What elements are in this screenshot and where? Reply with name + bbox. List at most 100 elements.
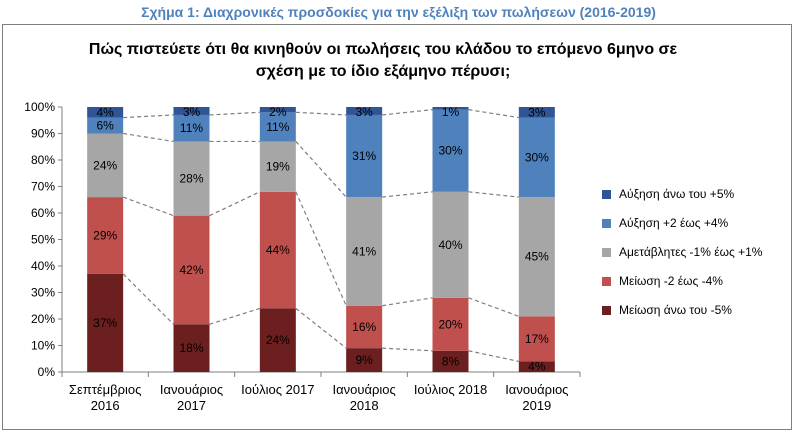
data-labels: 37% 18% 24% 9% 8% 4% 29% 42% 44% 16% 20% 17% 24% 28% 1… (93, 105, 549, 374)
connector-line (123, 132, 174, 143)
connector-line (122, 196, 174, 217)
legend-label: Μείωση -2 έως -4% (619, 274, 723, 288)
bar-segment (259, 112, 296, 142)
bar-segment (518, 361, 555, 372)
y-tick-label: 90% (31, 127, 55, 141)
data-label: 1% (442, 105, 460, 119)
legend: Αύξηση άνω του +5% Αύξηση +2 έως +4% Αμετά… (602, 187, 763, 317)
bar-segment (346, 348, 383, 372)
data-label: 11% (180, 121, 203, 135)
bar-segment (259, 308, 296, 372)
data-label: 31% (352, 149, 376, 163)
bar-segment (432, 107, 469, 110)
legend-label: Μείωση άνω του -5% (619, 303, 732, 317)
data-label: 24% (93, 158, 117, 172)
connector-line (123, 114, 174, 119)
data-label: 45% (525, 250, 549, 264)
legend-label: Αμετάβλητες -1% έως +1% (619, 245, 763, 259)
x-category-label: 2017 (177, 398, 206, 413)
data-label: 30% (438, 144, 462, 158)
data-label: 4% (528, 360, 546, 374)
y-tick-label: 30% (31, 286, 55, 300)
connector-line (468, 350, 519, 362)
bar-segment (259, 141, 296, 192)
connector-line (382, 109, 433, 116)
bar-segment (346, 305, 383, 349)
data-label: 9% (355, 353, 373, 367)
bar-segment (518, 117, 555, 198)
connector-line (382, 297, 433, 307)
bar-segment (259, 107, 296, 113)
y-tick-label: 80% (31, 153, 55, 167)
legend-swatch (602, 248, 611, 257)
data-label: 44% (266, 243, 290, 257)
series-connectors (122, 109, 520, 362)
connector-line (295, 307, 347, 349)
connector-line (468, 297, 520, 317)
connector-line (382, 347, 433, 352)
bar-segment (87, 107, 124, 118)
data-label: 8% (442, 354, 460, 368)
data-label: 30% (525, 150, 549, 164)
y-tick-label: 50% (31, 233, 55, 247)
bar-segment (518, 316, 555, 362)
bar-segment (87, 197, 124, 274)
y-tick-label: 70% (31, 180, 55, 194)
legend-swatch (602, 277, 611, 286)
data-label: 42% (179, 263, 203, 277)
y-tick-label: 40% (31, 259, 55, 273)
connector-line (468, 109, 519, 119)
connector-line (209, 111, 260, 116)
data-label: 18% (179, 341, 203, 355)
bar-segment (346, 114, 383, 198)
connector-line (382, 191, 433, 198)
chart-title-line-1: Πώς πιστεύετε ότι θα κινηθούν οι πωλήσει… (88, 41, 678, 58)
y-tick-label: 20% (31, 312, 55, 326)
data-label: 40% (438, 238, 462, 252)
bar-segment (518, 107, 555, 118)
data-label: 19% (266, 160, 290, 174)
y-tick-label: 0% (38, 365, 56, 379)
x-category-label: Ιούλιος 2017 (241, 382, 314, 397)
bar-segment (259, 191, 296, 309)
data-label: 17% (525, 332, 549, 346)
data-label: 16% (352, 320, 376, 334)
data-label: 41% (352, 244, 376, 258)
connector-line (209, 307, 261, 325)
data-label: 20% (438, 317, 462, 331)
connector-line (295, 111, 347, 116)
connector-line (295, 191, 347, 306)
chart-title-line-2: σχέση με το ίδιο εξάμηνο πέρυσι; (255, 63, 511, 80)
legend-label: Αύξηση άνω του +5% (619, 187, 734, 201)
bar-segment (173, 324, 210, 372)
data-label: 29% (93, 229, 117, 243)
bar-segment (173, 107, 210, 115)
data-label: 4% (96, 105, 114, 119)
data-label: 37% (93, 316, 117, 330)
bars (87, 107, 555, 372)
data-label: 3% (183, 105, 201, 119)
data-label: 3% (355, 105, 373, 119)
bar-segment (87, 117, 124, 134)
y-tick-label: 10% (31, 339, 55, 353)
x-category-label: Σεπτέμβριος (69, 382, 141, 397)
x-category-label: 2019 (522, 398, 551, 413)
bar-segment (173, 215, 210, 325)
x-category-label: Ιανουάριος (333, 382, 396, 397)
data-label: 24% (266, 333, 290, 347)
bar-segment (87, 133, 124, 198)
bar-segment (87, 273, 124, 372)
x-category-label: Ιανουάριος (160, 382, 223, 397)
x-category-label: Ιούλιος 2018 (414, 382, 487, 397)
y-tick-label: 100% (24, 100, 55, 114)
bar-segment (518, 197, 555, 317)
bar-segment (346, 197, 383, 306)
figure-caption: Σχήμα 1: Διαχρονικές προσδοκίες για την … (141, 4, 656, 20)
data-label: 3% (528, 105, 546, 119)
bar-segment (432, 109, 469, 192)
connector-line (209, 191, 261, 217)
legend-swatch (602, 190, 611, 199)
connector-line (122, 273, 174, 325)
x-category-label: Ιανουάριος (505, 382, 568, 397)
